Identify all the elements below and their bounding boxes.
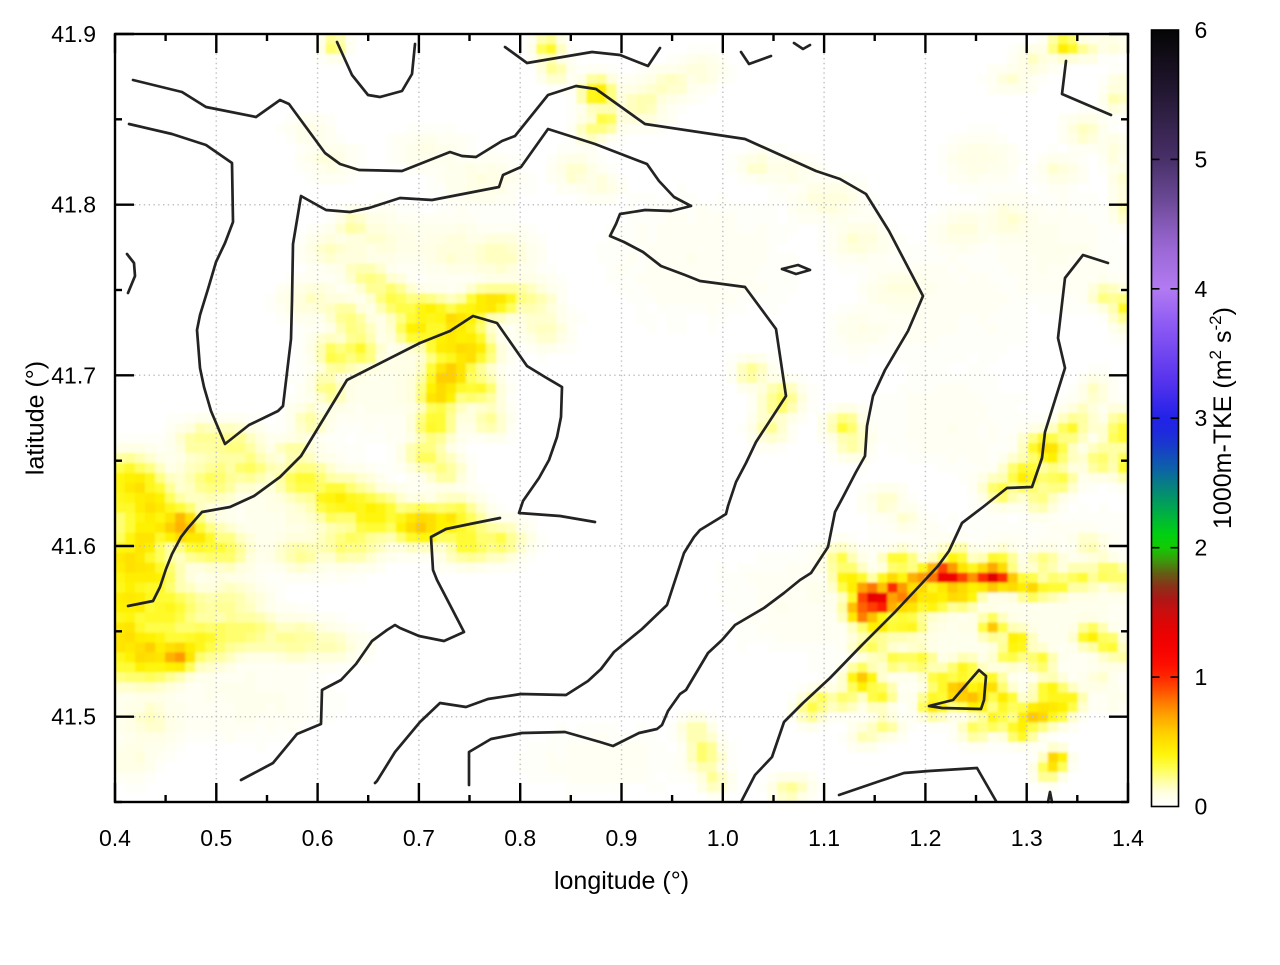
svg-text:longitude (°): longitude (°) xyxy=(554,867,689,895)
svg-text:0.4: 0.4 xyxy=(99,825,131,851)
svg-text:latitude (°): latitude (°) xyxy=(22,361,50,475)
svg-text:0: 0 xyxy=(1195,794,1208,820)
svg-text:1.3: 1.3 xyxy=(1011,825,1043,851)
svg-text:1.2: 1.2 xyxy=(909,825,941,851)
svg-text:2: 2 xyxy=(1195,535,1208,561)
svg-text:5: 5 xyxy=(1195,146,1208,172)
svg-text:6: 6 xyxy=(1195,17,1208,43)
svg-text:0.8: 0.8 xyxy=(504,825,536,851)
svg-text:41.5: 41.5 xyxy=(51,704,96,730)
svg-text:1000m-TKE (m2 s-2): 1000m-TKE (m2 s-2) xyxy=(1206,307,1237,529)
svg-text:0.7: 0.7 xyxy=(403,825,435,851)
svg-text:0.5: 0.5 xyxy=(200,825,232,851)
svg-text:3: 3 xyxy=(1195,405,1208,431)
svg-text:0.6: 0.6 xyxy=(302,825,334,851)
svg-text:1.4: 1.4 xyxy=(1112,825,1144,851)
svg-text:0.9: 0.9 xyxy=(606,825,638,851)
svg-text:41.6: 41.6 xyxy=(51,533,96,559)
svg-text:41.9: 41.9 xyxy=(51,21,96,47)
svg-text:1.0: 1.0 xyxy=(707,825,739,851)
svg-text:1.1: 1.1 xyxy=(808,825,840,851)
svg-text:41.8: 41.8 xyxy=(51,192,96,218)
svg-text:4: 4 xyxy=(1195,276,1208,302)
svg-text:41.7: 41.7 xyxy=(51,362,96,388)
svg-text:1: 1 xyxy=(1195,664,1208,690)
